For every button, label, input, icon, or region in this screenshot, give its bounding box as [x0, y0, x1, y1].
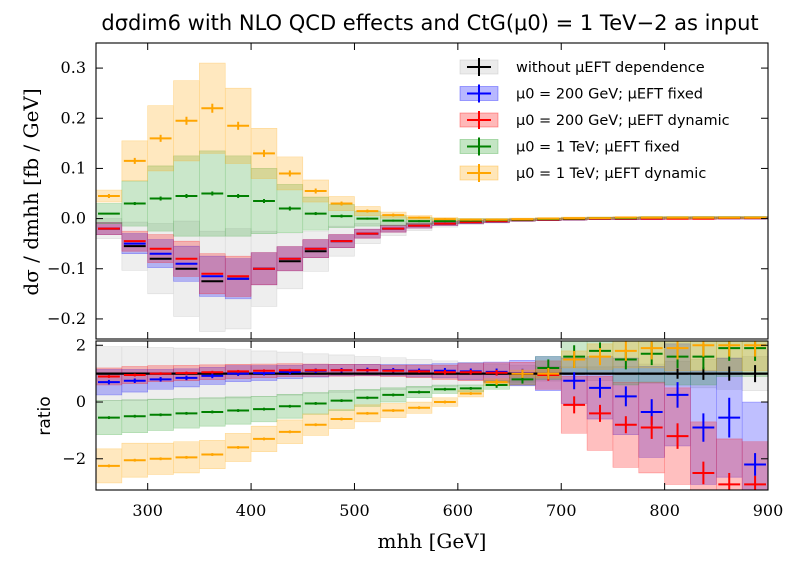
top-y-axis-label: dσ / dmhh [fb / GeV] — [19, 88, 43, 295]
chart-title: dσdim6 with NLO QCD effects and CtG(μ0) … — [101, 11, 758, 35]
legend-label-4: μ0 = 1 TeV; μEFT dynamic — [516, 166, 706, 182]
top-panel: −0.2 −0.1 0.0 0.1 0.2 0.3 — [47, 42, 769, 340]
top-ytick-label-2: 0.0 — [61, 209, 86, 228]
x-axis-label: mhh [GeV] — [378, 529, 487, 553]
top-frame — [95, 42, 769, 340]
top-plot-area — [96, 62, 768, 332]
ratio-ytick-label-0: −2 — [62, 449, 86, 468]
ratio-band-4 — [96, 341, 768, 484]
ratio-y-axis-label: ratio — [35, 396, 55, 435]
ratio-panel: −2 0 2 300 400 500 600 700 800 900 — [62, 335, 784, 520]
ratio-plot-area — [96, 341, 768, 490]
ratio-ytick-label-2: 2 — [76, 335, 86, 354]
x-tick-label-3: 600 — [443, 501, 474, 520]
legend-label-0: without μEFT dependence — [516, 60, 705, 76]
x-tick-label-5: 800 — [649, 501, 680, 520]
top-band-2 — [96, 216, 768, 297]
legend-label-3: μ0 = 1 TeV; μEFT fixed — [516, 140, 680, 156]
top-band-3 — [96, 150, 768, 237]
top-ytick-label-1: −0.1 — [47, 259, 86, 278]
x-tick-label-6: 900 — [753, 501, 784, 520]
x-tick-label-2: 500 — [339, 501, 370, 520]
ratio-frame — [95, 340, 769, 491]
ratio-ytick-label-1: 0 — [76, 392, 86, 411]
legend-label-2: μ0 = 200 GeV; μEFT dynamic — [516, 113, 730, 129]
legend-label-1: μ0 = 200 GeV; μEFT fixed — [516, 87, 703, 103]
x-tick-label-1: 400 — [236, 501, 267, 520]
top-band-0 — [96, 216, 768, 332]
legend: without μEFT dependence μ0 = 200 GeV; μEF… — [459, 58, 730, 182]
top-ytick-label-3: 0.1 — [61, 158, 86, 177]
x-tick-label-4: 700 — [546, 501, 577, 520]
top-ytick-label-5: 0.3 — [61, 58, 86, 77]
top-band-1 — [96, 216, 768, 300]
x-tick-label-0: 300 — [132, 501, 163, 520]
top-ytick-label-0: −0.2 — [47, 309, 86, 328]
top-band-4 — [96, 62, 768, 221]
top-ytick-label-4: 0.2 — [61, 108, 86, 127]
